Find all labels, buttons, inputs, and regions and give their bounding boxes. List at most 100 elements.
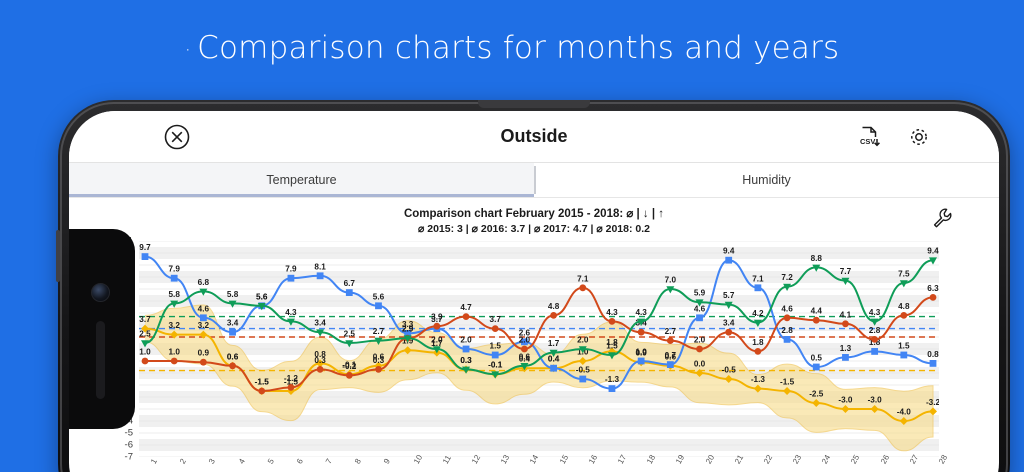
data-point-label: 1.0 xyxy=(139,348,151,357)
data-point-label: -3.2 xyxy=(926,398,939,407)
data-point-label: 5.6 xyxy=(256,292,268,301)
data-point-label: 2.0 xyxy=(577,336,589,345)
data-point-label: -1.3 xyxy=(751,375,766,384)
data-point-label: 0.6 xyxy=(227,352,239,361)
data-point-label: 4.2 xyxy=(752,309,764,318)
data-point-label: 2.5 xyxy=(139,330,151,339)
phone-speaker-slot xyxy=(478,100,590,108)
data-point-label: 4.4 xyxy=(811,307,823,316)
series-2017: 2.5 5.8 6.8 5.8 5.6 4.3 3.4 2.5 2.7 2.9 2.0 0.3 -0.1… xyxy=(139,247,939,379)
data-point-label: 4.3 xyxy=(285,308,297,317)
data-point-label: -4.0 xyxy=(897,408,912,417)
data-point-label: 4.6 xyxy=(198,304,210,313)
tab-humidity[interactable]: Humidity xyxy=(534,163,999,197)
data-point-label: 8.1 xyxy=(314,262,326,271)
wrench-icon[interactable] xyxy=(931,206,955,230)
data-point-label: 5.6 xyxy=(256,292,268,301)
chart-svg-container: 3.73.23.20.6-1.5-1.50.8-0.10.61.91.70.3-… xyxy=(139,240,941,462)
data-point-label: 0.3 xyxy=(460,356,472,365)
data-point-label: -1.3 xyxy=(605,375,620,384)
data-point-label: 6.7 xyxy=(344,279,356,288)
data-point-label: -1.2 xyxy=(284,374,299,383)
y-tick-label: -6 xyxy=(124,439,133,451)
data-point-label: 7.7 xyxy=(840,267,852,276)
chart-title: Comparison chart February 2015 - 2018: ⌀… xyxy=(403,208,665,220)
data-point-label: 7.1 xyxy=(752,274,764,283)
phone-side-button xyxy=(56,230,60,282)
app-bar: Outside CSV xyxy=(69,111,999,163)
data-point-label: -3.0 xyxy=(868,396,883,405)
data-point-label: 0.4 xyxy=(548,355,560,364)
app-container: Outside CSV xyxy=(69,111,999,472)
data-point-label: 7.9 xyxy=(168,265,180,274)
data-point-label: 2.0 xyxy=(431,336,443,345)
data-point-label: -0.1 xyxy=(342,361,357,370)
data-point-label: 0.4 xyxy=(519,355,531,364)
data-point-label: 4.3 xyxy=(869,308,881,317)
data-point-label: 5.6 xyxy=(373,292,385,301)
data-point-label: 2.7 xyxy=(665,327,677,336)
chart-subtitle: ⌀ 2015: 3 | ⌀ 2016: 3.7 | ⌀ 2017: 4.7 | … xyxy=(418,223,650,235)
tab-divider xyxy=(69,197,999,198)
gear-icon[interactable] xyxy=(905,123,933,151)
data-point-label: 0.3 xyxy=(460,356,472,365)
close-icon[interactable] xyxy=(163,123,191,151)
data-point-label: 0.9 xyxy=(635,349,647,358)
data-point-label: 0.0 xyxy=(694,360,706,369)
data-point-label: 9.4 xyxy=(927,247,939,256)
data-point-label: 9.7 xyxy=(139,243,151,252)
data-point-label: 4.6 xyxy=(694,304,706,313)
data-point-label: 7.5 xyxy=(898,270,910,279)
data-point-label: 5.8 xyxy=(168,290,180,299)
data-point-label: 3.4 xyxy=(723,319,735,328)
earpiece-speaker xyxy=(96,321,105,399)
series-2018: 3.73.23.20.6-1.5-1.50.8-0.10.61.91.70.3-… xyxy=(139,315,941,425)
data-point-label: 2.9 xyxy=(402,325,414,334)
tab-bar: Temperature Humidity xyxy=(69,163,999,197)
data-point-label: 1.5 xyxy=(606,342,618,351)
data-point-label: 4.1 xyxy=(840,310,852,319)
data-point-label: 2.8 xyxy=(869,326,881,335)
data-point-label: 1.8 xyxy=(606,338,618,347)
data-point-label: 0.3 xyxy=(373,356,385,365)
data-point-label: 1.5 xyxy=(490,342,502,351)
data-point-label: 2.0 xyxy=(694,336,706,345)
data-point-label: 3.4 xyxy=(314,319,326,328)
svg-text:CSV: CSV xyxy=(860,137,875,146)
data-point-label: -0.1 xyxy=(488,361,503,370)
csv-download-icon[interactable]: CSV xyxy=(855,123,883,151)
data-point-label: -1.5 xyxy=(255,378,270,387)
data-point-label: 7.0 xyxy=(665,276,677,285)
data-point-label: 2.9 xyxy=(402,325,414,334)
data-point-label: 3.4 xyxy=(227,319,239,328)
data-point-label: 0.3 xyxy=(314,356,326,365)
data-point-label: 2.7 xyxy=(373,327,385,336)
tab-temperature[interactable]: Temperature xyxy=(69,163,534,197)
data-point-label: 3.7 xyxy=(490,315,502,324)
data-point-label: 0.6 xyxy=(227,352,239,361)
data-point-label: 7.9 xyxy=(285,265,297,274)
data-point-label: 4.3 xyxy=(606,308,618,317)
chart-svg: 3.73.23.20.6-1.5-1.50.8-0.10.61.91.70.3-… xyxy=(139,240,941,458)
data-point-label: 2.5 xyxy=(344,330,356,339)
data-point-label: 0.6 xyxy=(665,352,677,361)
data-point-label: 2.6 xyxy=(519,328,531,337)
chart-plot-area: °C 11109876543210-1-2-3-4-5-6-7 3.73.23.… xyxy=(69,236,999,472)
phone-frame: Outside CSV xyxy=(56,100,1010,472)
data-point-label: 0.8 xyxy=(927,350,939,359)
tab-humidity-label: Humidity xyxy=(742,173,791,187)
data-point-label: 0.6 xyxy=(373,352,385,361)
data-point-label: 1.3 xyxy=(840,344,852,353)
data-point-label: 4.6 xyxy=(781,304,793,313)
phone-notch xyxy=(69,229,135,429)
promo-bullet: · xyxy=(184,37,192,62)
data-point-label: 8.8 xyxy=(811,254,823,263)
data-point-label: 9.4 xyxy=(723,247,735,256)
data-point-label: 6.8 xyxy=(198,278,210,287)
data-point-label: 1.7 xyxy=(548,339,560,348)
data-point-label: -0.1 xyxy=(488,361,503,370)
chart-header: Comparison chart February 2015 - 2018: ⌀… xyxy=(69,198,999,237)
data-point-label: -1.5 xyxy=(780,378,795,387)
promo-headline-text: Comparison charts for months and years xyxy=(197,30,840,66)
data-point-label: 0.9 xyxy=(198,349,210,358)
